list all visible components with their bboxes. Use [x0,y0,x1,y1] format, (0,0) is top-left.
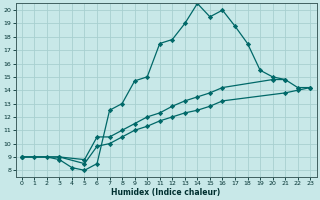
X-axis label: Humidex (Indice chaleur): Humidex (Indice chaleur) [111,188,221,197]
